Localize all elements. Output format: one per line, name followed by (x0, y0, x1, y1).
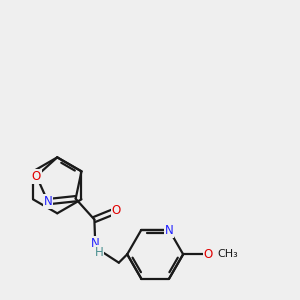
Text: N: N (91, 236, 100, 250)
Text: O: O (32, 169, 41, 183)
Text: N: N (165, 224, 173, 237)
Text: N: N (44, 195, 52, 208)
Text: CH₃: CH₃ (218, 249, 238, 259)
Text: O: O (112, 204, 121, 217)
Text: H: H (94, 246, 103, 259)
Text: O: O (204, 248, 213, 261)
